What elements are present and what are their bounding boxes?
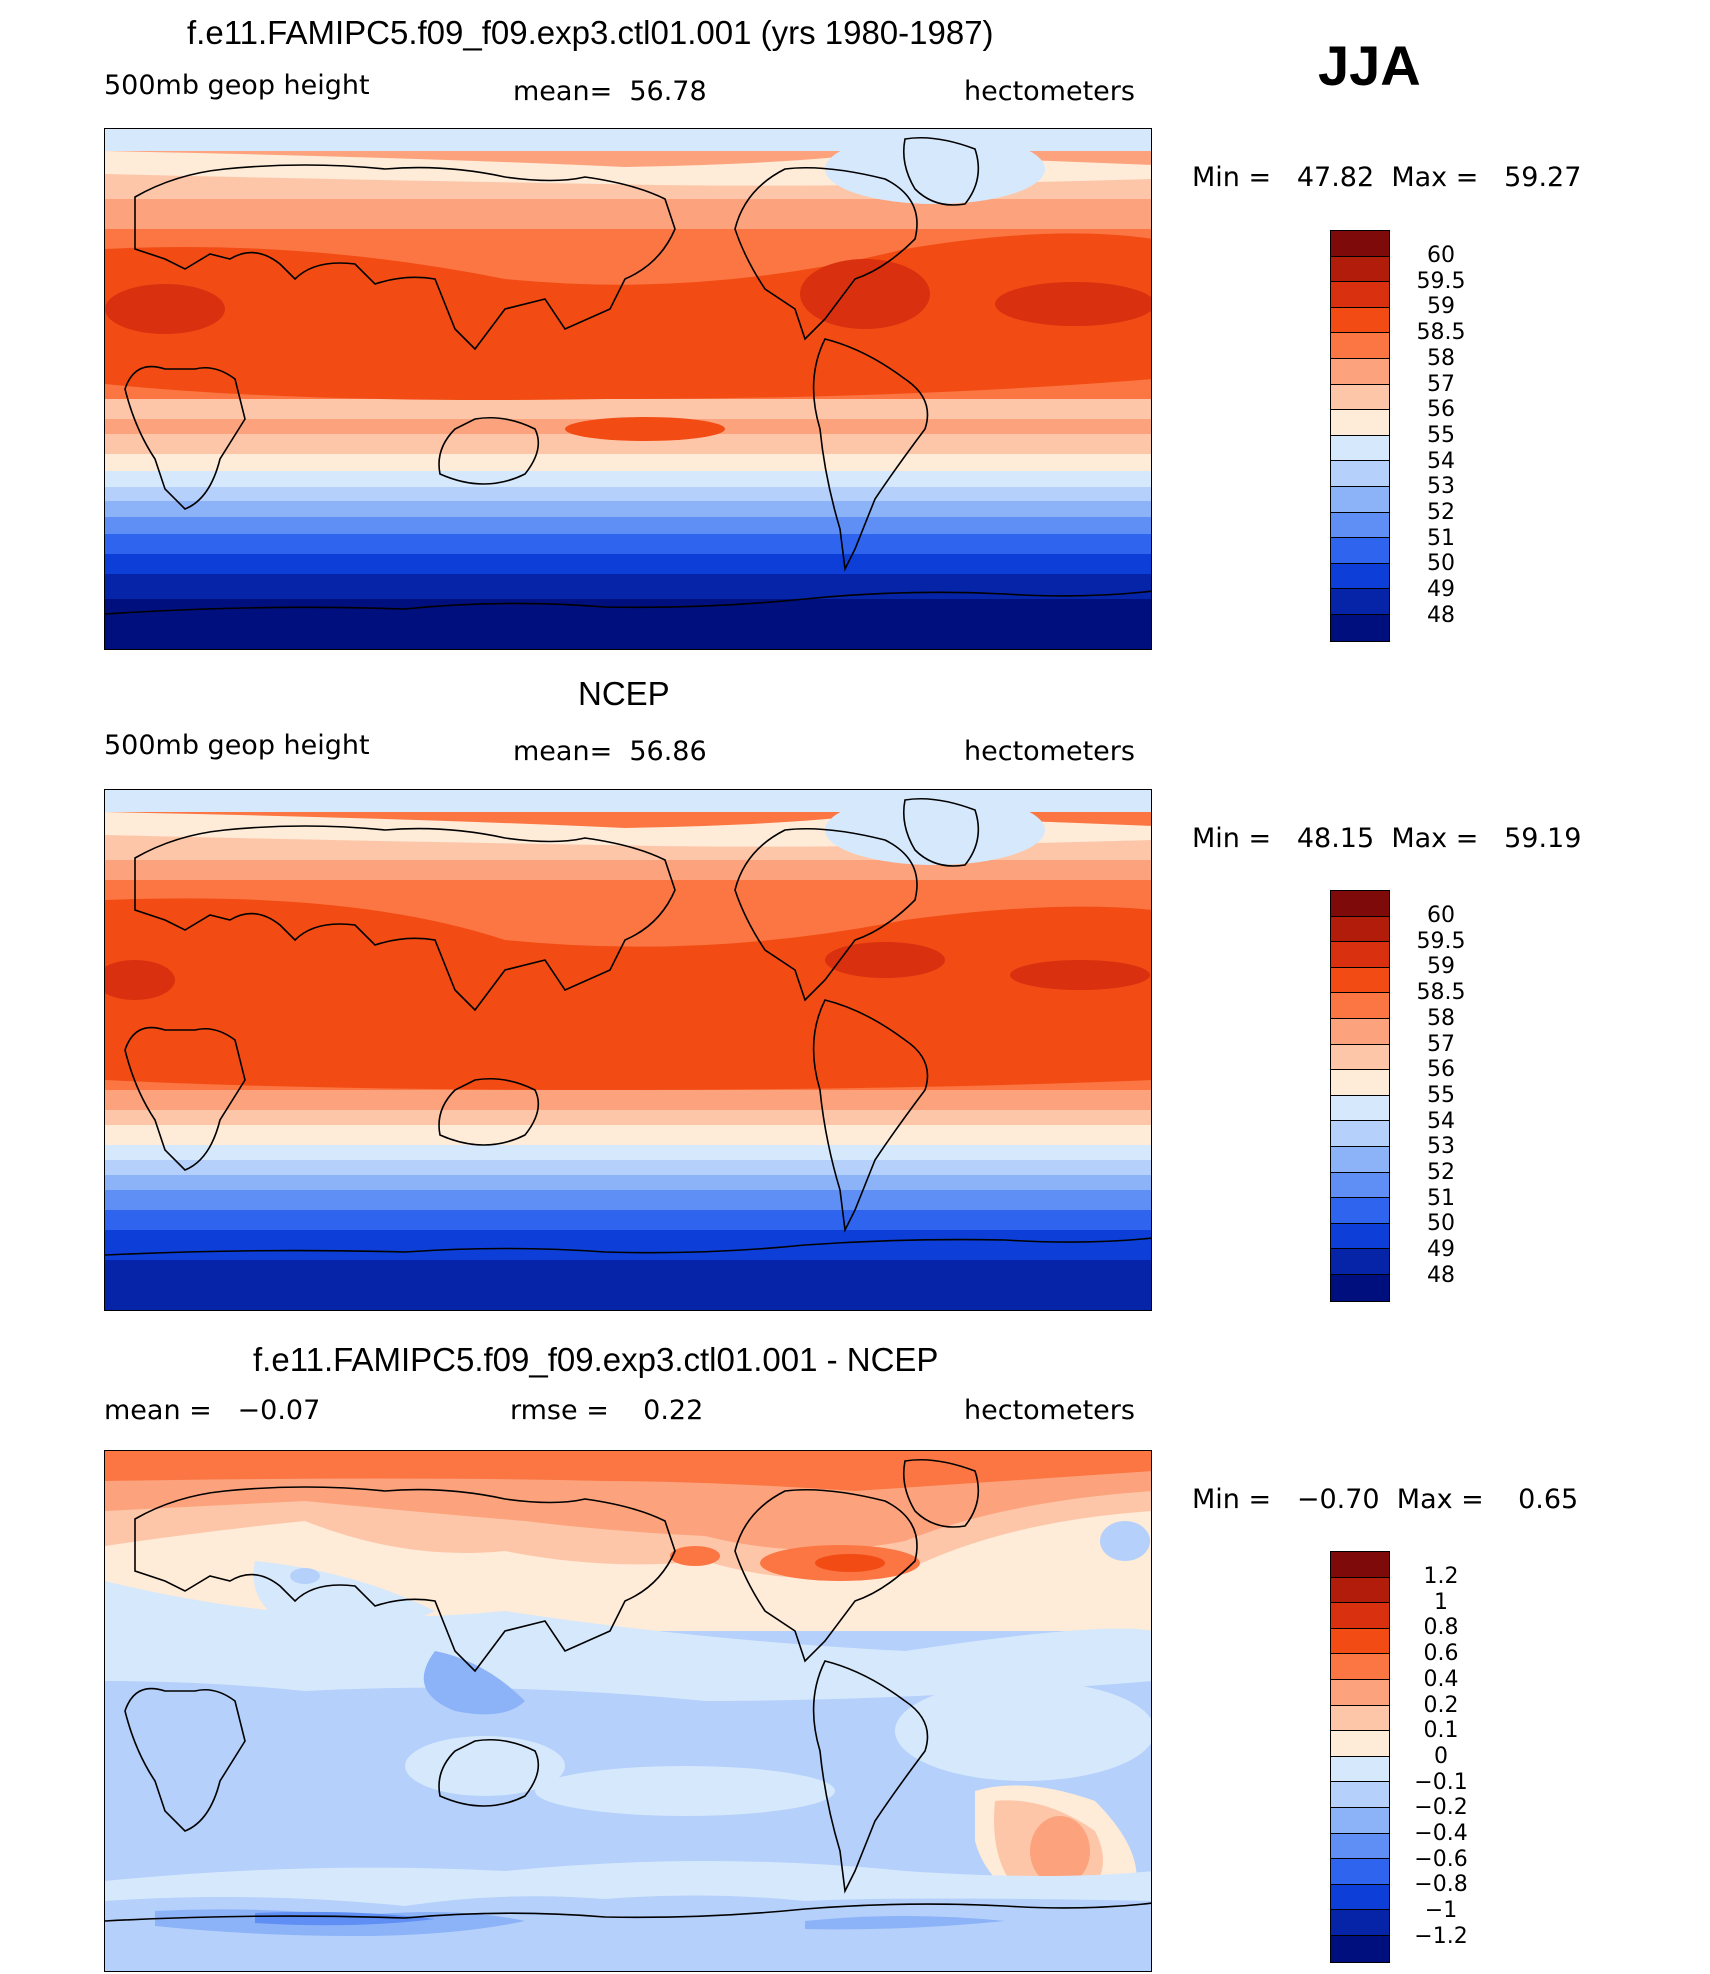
panel3-tick: 0.6 [1423, 1641, 1459, 1667]
panel1-tick: 59 [1427, 294, 1455, 320]
panel2-tick: 55 [1427, 1082, 1455, 1108]
panel2-tick: 49 [1427, 1237, 1455, 1263]
panel1-minmax: Min = 47.82 Max = 59.27 [1192, 162, 1582, 193]
panel3-title: f.e11.FAMIPC5.f09_f09.exp3.ctl01.001 - N… [253, 1341, 939, 1378]
panel2-tick: 50 [1427, 1211, 1455, 1237]
panel2-tick: 58.5 [1416, 980, 1466, 1006]
panel3-tick: 0.2 [1423, 1692, 1459, 1718]
panel2-field-label: 500mb geop height [104, 730, 370, 761]
panel1-title: f.e11.FAMIPC5.f09_f09.exp3.ctl01.001 (yr… [187, 14, 994, 51]
panel2-tick: 48 [1427, 1262, 1455, 1288]
panel3-tick: −0.4 [1414, 1821, 1468, 1846]
panel3-contour-field [105, 1451, 1151, 1971]
panel3-tick: 1 [1434, 1589, 1448, 1615]
panel2-tick: 58 [1427, 1005, 1455, 1031]
panel3-tick: −0.1 [1414, 1769, 1468, 1795]
panel1-contour-field [105, 129, 1151, 649]
panel1-tick: 56 [1427, 397, 1455, 423]
panel2-colorbar [1330, 890, 1390, 1302]
panel2-units-label: hectometers [964, 736, 1135, 767]
panel3-mean-label: mean = −0.07 [104, 1395, 321, 1426]
panel1-tick: 59.5 [1416, 268, 1466, 294]
panel3-tick: −0.6 [1414, 1846, 1468, 1872]
panel2-tick: 54 [1427, 1108, 1455, 1134]
panel3-tick: 0.4 [1423, 1666, 1459, 1692]
panel2-tick: 59.5 [1416, 928, 1466, 954]
panel2-map [104, 789, 1152, 1311]
panel3-tick: 0 [1434, 1743, 1448, 1769]
panel1-tick: 58 [1427, 345, 1455, 371]
panel1-tick: 53 [1427, 474, 1455, 500]
panel2-tick: 60 [1427, 903, 1455, 928]
panel1-map [104, 128, 1152, 650]
panel3-colorbar [1330, 1551, 1390, 1963]
panel2-mean-label: mean= 56.86 [513, 736, 707, 767]
panel3-tick: −1.2 [1414, 1923, 1468, 1949]
panel1-tick: 50 [1427, 551, 1455, 577]
season-label: JJA [1318, 34, 1421, 97]
panel2-minmax: Min = 48.15 Max = 59.19 [1192, 823, 1582, 854]
panel3-tick: 0.8 [1423, 1615, 1459, 1641]
panel3-map [104, 1450, 1152, 1972]
panel3-tick: −1 [1424, 1898, 1458, 1924]
panel3-tick: 0.1 [1423, 1718, 1459, 1744]
panel3-tick: −0.8 [1414, 1872, 1468, 1898]
panel1-tick: 48 [1427, 602, 1455, 628]
panel2-tick: 53 [1427, 1134, 1455, 1160]
panel2-tick: 59 [1427, 954, 1455, 980]
panel1-mean-label: mean= 56.78 [513, 76, 707, 107]
panel3-tick: −0.2 [1414, 1795, 1468, 1821]
panel1-tick: 60 [1427, 243, 1455, 268]
panel1-tick: 57 [1427, 371, 1455, 397]
panel1-tick: 52 [1427, 500, 1455, 525]
panel1-tick: 55 [1427, 422, 1455, 448]
panel2-tick: 56 [1427, 1057, 1455, 1083]
panel3-minmax: Min = −0.70 Max = 0.65 [1192, 1484, 1579, 1515]
panel3-tick: 1.2 [1423, 1564, 1459, 1589]
panel2-title: NCEP [578, 675, 670, 712]
panel1-colorbar [1330, 230, 1390, 642]
panel3-rmse-label: rmse = 0.22 [510, 1395, 704, 1426]
panel1-tick: 58.5 [1416, 320, 1466, 346]
panel1-tick: 51 [1427, 525, 1455, 551]
panel3-units-label: hectometers [964, 1395, 1135, 1426]
panel1-field-label: 500mb geop height [104, 70, 370, 101]
panel2-tick: 52 [1427, 1160, 1455, 1185]
panel1-tick: 49 [1427, 577, 1455, 603]
panel1-units-label: hectometers [964, 76, 1135, 107]
panel2-tick: 57 [1427, 1031, 1455, 1057]
panel2-contour-field [105, 790, 1151, 1310]
panel2-tick: 51 [1427, 1185, 1455, 1211]
panel1-tick: 54 [1427, 448, 1455, 474]
